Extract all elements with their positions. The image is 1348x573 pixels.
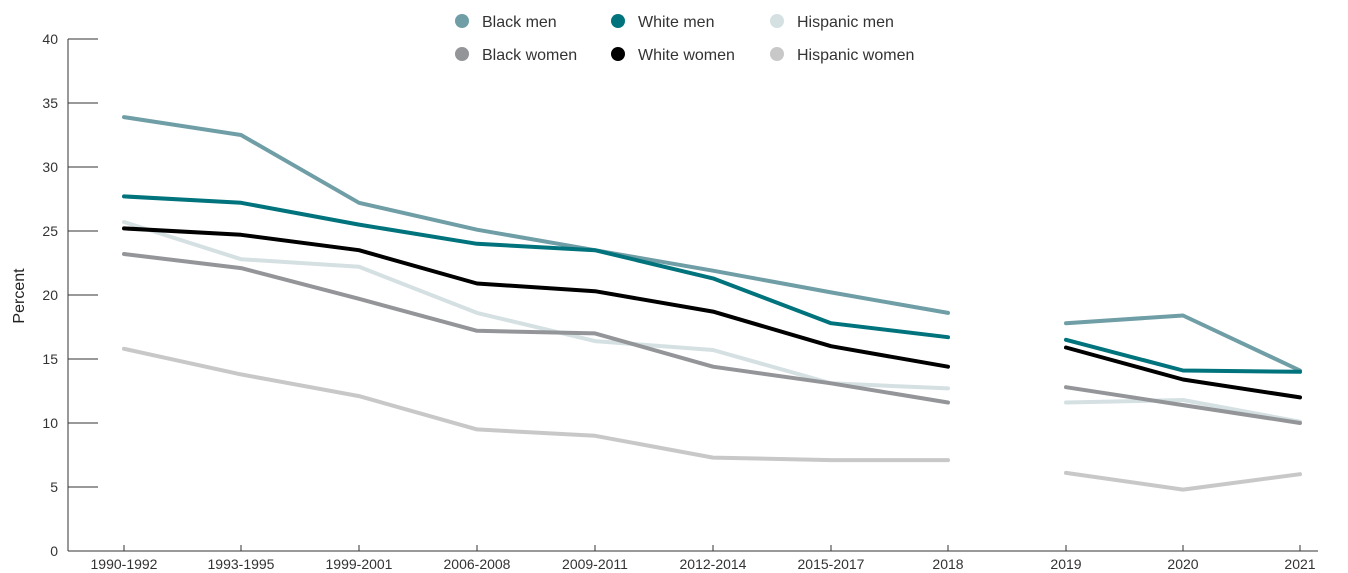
y-tick-label: 10 bbox=[42, 415, 58, 431]
y-tick-label: 25 bbox=[42, 223, 58, 239]
series-hispanic-women bbox=[122, 346, 1302, 492]
series-line-hispanic-women bbox=[122, 346, 950, 463]
legend-label: White men bbox=[638, 14, 714, 31]
legend-label: Hispanic men bbox=[797, 14, 894, 31]
y-tick-label: 40 bbox=[42, 31, 58, 47]
legend-label: White women bbox=[638, 47, 735, 64]
x-tick-label: 2006-2008 bbox=[444, 556, 511, 572]
series-line-black-women bbox=[1064, 385, 1302, 425]
series-black-men bbox=[122, 115, 1302, 373]
y-axis: 0 5 10 15 20 25 30 35 40 bbox=[42, 31, 98, 559]
x-tick-label: 1999-2001 bbox=[326, 556, 393, 572]
series-line-black-women bbox=[122, 252, 950, 405]
x-tick-label: 1990-1992 bbox=[91, 556, 158, 572]
x-tick-label: 2019 bbox=[1050, 556, 1081, 572]
series-line-hispanic-women bbox=[1064, 470, 1302, 492]
legend-swatch bbox=[455, 47, 469, 61]
x-tick-label: 2015-2017 bbox=[798, 556, 865, 572]
x-tick-label: 2009-2011 bbox=[562, 556, 628, 572]
series-line-white-women bbox=[122, 226, 950, 369]
series-line-white-men bbox=[1064, 337, 1302, 374]
y-tick-label: 15 bbox=[42, 351, 58, 367]
y-tick-label: 20 bbox=[42, 287, 58, 303]
series-line-white-men bbox=[122, 194, 950, 340]
series-white-men bbox=[122, 194, 1302, 374]
legend-swatch bbox=[611, 14, 625, 28]
legend-label: Black women bbox=[482, 47, 577, 64]
x-tick-label: 2020 bbox=[1167, 556, 1198, 572]
y-tick-label: 5 bbox=[50, 479, 58, 495]
x-tick-label: 1993-1995 bbox=[208, 556, 275, 572]
y-tick-label: 0 bbox=[50, 543, 58, 559]
x-tick-label: 2021 bbox=[1284, 556, 1315, 572]
legend-item-white-men: White men bbox=[611, 14, 714, 31]
legend-item-black-men: Black men bbox=[455, 14, 557, 31]
legend: Black men White men Hispanic men Black wome… bbox=[455, 14, 914, 64]
y-axis-title: Percent bbox=[11, 268, 28, 324]
series-hispanic-men bbox=[122, 220, 1302, 424]
series-line-hispanic-men bbox=[1064, 398, 1302, 424]
plot-area bbox=[122, 115, 1302, 492]
y-tick-label: 35 bbox=[42, 95, 58, 111]
x-tick-label: 2012-2014 bbox=[680, 556, 747, 572]
legend-item-hispanic-men: Hispanic men bbox=[770, 14, 894, 31]
series-line-hispanic-men bbox=[122, 220, 950, 391]
x-tick-label: 2018 bbox=[932, 556, 963, 572]
legend-swatch bbox=[770, 47, 784, 61]
x-axis: 1990-1992 1993-1995 1999-2001 2006-2008 2009… bbox=[68, 545, 1318, 572]
legend-item-hispanic-women: Hispanic women bbox=[770, 47, 914, 64]
legend-label: Hispanic women bbox=[797, 47, 914, 64]
legend-swatch bbox=[611, 47, 625, 61]
legend-label: Black men bbox=[482, 14, 557, 31]
series-line-black-men bbox=[1064, 313, 1302, 373]
y-tick-label: 30 bbox=[42, 159, 58, 175]
series-white-women bbox=[122, 226, 1302, 400]
legend-swatch bbox=[770, 14, 784, 28]
series-line-black-men bbox=[122, 115, 950, 315]
legend-item-black-women: Black women bbox=[455, 47, 577, 64]
legend-swatch bbox=[455, 14, 469, 28]
legend-item-white-women: White women bbox=[611, 47, 735, 64]
series-line-white-women bbox=[1064, 345, 1302, 400]
series-black-women bbox=[122, 252, 1302, 425]
